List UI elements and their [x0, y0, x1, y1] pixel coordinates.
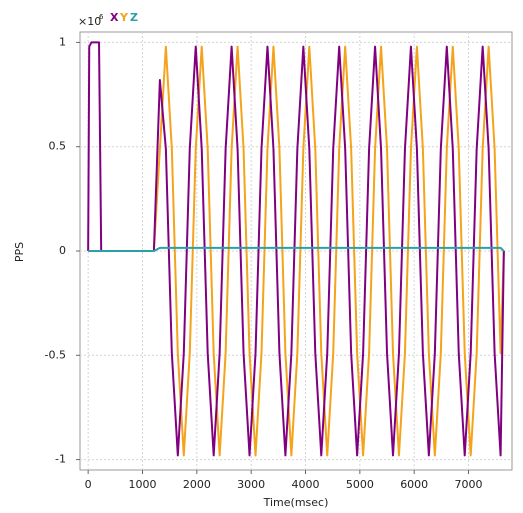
x-tick-label: 6000 [400, 478, 428, 491]
x-tick-label: 7000 [455, 478, 483, 491]
series-line [88, 246, 505, 252]
x-tick-label: 3000 [237, 478, 265, 491]
y-multiplier-exponent: 6 [99, 13, 104, 21]
y-tick-label: 0 [59, 244, 66, 257]
legend-entry: X [110, 11, 119, 24]
y-tick-label: -1 [55, 453, 66, 466]
y-tick-label: 0.5 [49, 140, 67, 153]
x-axis-label: Time(msec) [263, 496, 329, 509]
x-tick-label: 2000 [183, 478, 211, 491]
legend-entry: Z [130, 11, 138, 24]
series-line [87, 41, 505, 457]
x-tick-label: 0 [85, 478, 92, 491]
x-tick-label: 1000 [128, 478, 156, 491]
y-tick-label: -0.5 [45, 348, 66, 361]
x-tick-label: 4000 [292, 478, 320, 491]
legend-entry: Y [119, 11, 129, 24]
x-tick-label: 5000 [346, 478, 374, 491]
y-axis-label: PPS [13, 242, 26, 262]
y-tick-label: 1 [59, 35, 66, 48]
y-multiplier-base: ×10 [78, 15, 101, 28]
series-line [88, 45, 505, 457]
